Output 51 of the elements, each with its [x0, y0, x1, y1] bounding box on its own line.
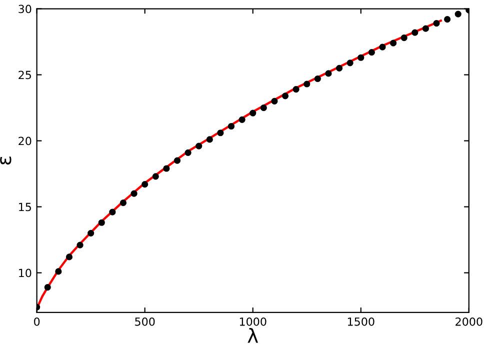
y-tick-label: 30 — [18, 4, 32, 14]
point — [422, 25, 429, 32]
y-tick-label: 25 — [18, 70, 31, 80]
x-tick-label: 0 — [34, 317, 40, 326]
y-tick-label: 15 — [19, 202, 31, 212]
point — [174, 157, 181, 164]
point — [55, 268, 62, 275]
point — [260, 104, 267, 112]
point — [433, 20, 440, 27]
point — [142, 181, 148, 188]
x-tick-label: 500 — [135, 317, 155, 326]
point — [88, 230, 94, 236]
point — [304, 80, 310, 88]
point — [325, 70, 332, 77]
point — [368, 49, 375, 56]
point — [152, 173, 159, 180]
point — [238, 116, 246, 123]
point — [346, 60, 354, 66]
point — [184, 149, 192, 156]
point — [228, 122, 235, 130]
point — [217, 130, 224, 136]
point — [358, 54, 364, 61]
point — [98, 219, 105, 226]
point — [44, 284, 51, 291]
x-tick-label: 1000 — [240, 317, 266, 326]
point — [206, 136, 213, 143]
point — [196, 142, 202, 150]
point — [163, 165, 170, 172]
point — [271, 98, 278, 104]
point — [390, 40, 397, 46]
point — [400, 34, 408, 42]
point — [250, 110, 256, 116]
point — [130, 190, 138, 197]
point — [292, 86, 300, 93]
point — [66, 254, 73, 260]
point — [336, 64, 343, 72]
point — [454, 10, 462, 18]
point — [76, 242, 84, 248]
point — [282, 92, 289, 100]
point — [120, 200, 127, 206]
y-axis-title: ε — [0, 156, 12, 165]
point — [444, 16, 451, 23]
point — [109, 208, 116, 216]
x-axis-title: λ — [248, 328, 258, 343]
point — [314, 75, 321, 82]
point — [379, 44, 386, 50]
x-tick-label: 1500 — [348, 317, 374, 326]
point — [412, 29, 418, 36]
y-tick-label: 20 — [18, 136, 32, 146]
x-tick-label: 2000 — [456, 317, 482, 326]
y-tick-label: 10 — [19, 268, 32, 278]
